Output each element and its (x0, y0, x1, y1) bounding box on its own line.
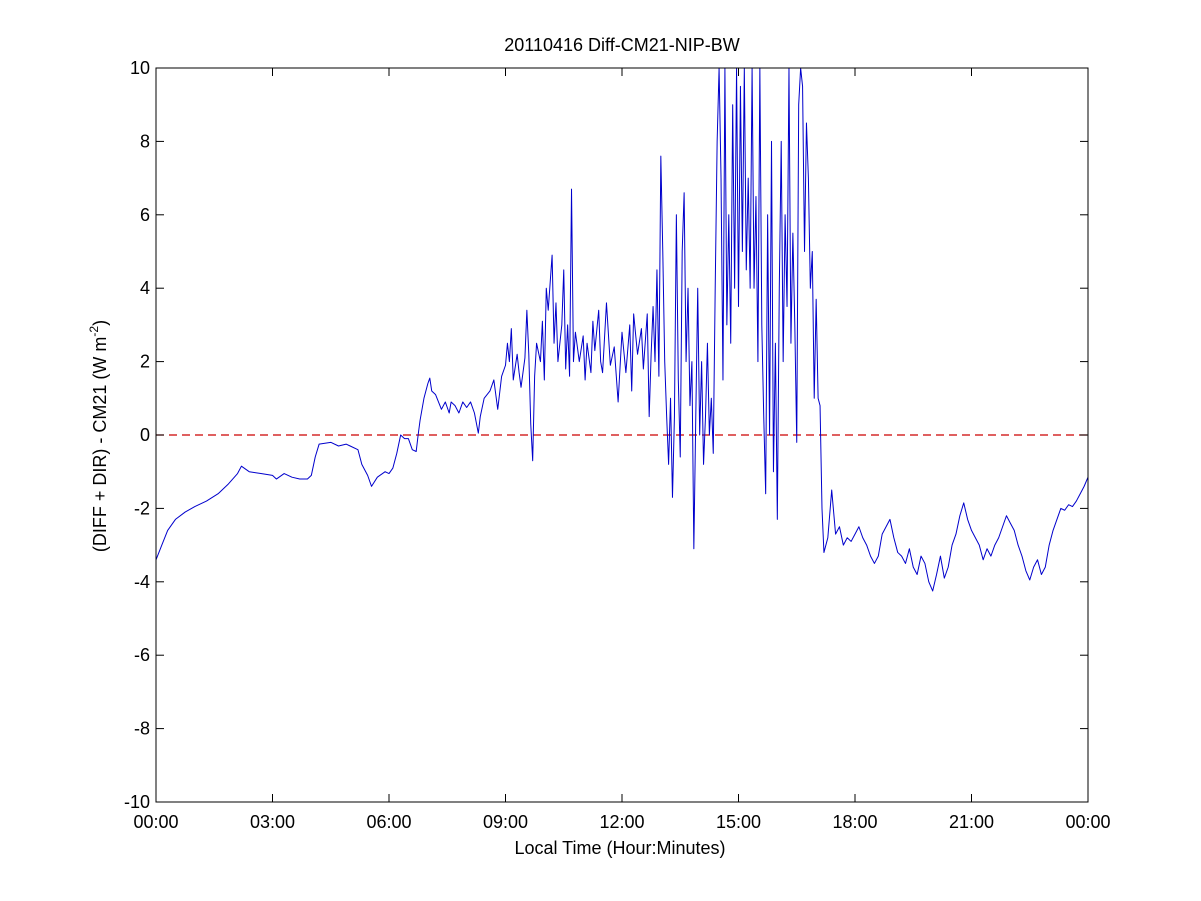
y-tick-label: -10 (124, 792, 150, 812)
x-tick-label: 03:00 (250, 812, 295, 832)
y-tick-label: 0 (140, 425, 150, 445)
chart-title: 20110416 Diff-CM21-NIP-BW (504, 35, 739, 55)
x-axis-title: Local Time (Hour:Minutes) (514, 838, 725, 858)
y-tick-label: -4 (134, 572, 150, 592)
y-tick-label: 8 (140, 131, 150, 151)
y-axis-ticks: -10 -8 -6 -4 -2 0 2 4 6 8 10 (124, 58, 1088, 812)
y-tick-label: 4 (140, 278, 150, 298)
y-axis-title-superscript: -2 (87, 326, 101, 337)
x-tick-label: 00:00 (1065, 812, 1110, 832)
y-tick-label: -8 (134, 719, 150, 739)
y-tick-label: 10 (130, 58, 150, 78)
y-tick-label: -6 (134, 645, 150, 665)
y-axis-title: (DIFF + DIR) - CM21 (W m-2) (87, 320, 110, 552)
plot-area (156, 68, 1088, 802)
x-tick-label: 06:00 (366, 812, 411, 832)
x-axis-ticks: 00:00 03:00 06:00 09:00 12:00 15:00 18:00 21:00… (133, 68, 1111, 832)
series-layer (155, 67, 1089, 592)
y-axis-title-main: (DIFF + DIR) - CM21 (W m (90, 337, 110, 552)
x-tick-label: 15:00 (716, 812, 761, 832)
y-axis-title-suffix: ) (90, 320, 110, 326)
x-tick-label: 09:00 (483, 812, 528, 832)
y-tick-label: -2 (134, 498, 150, 518)
series-line (155, 67, 1089, 592)
x-tick-label: 18:00 (832, 812, 877, 832)
x-tick-label: 21:00 (949, 812, 994, 832)
x-tick-label: 12:00 (599, 812, 644, 832)
x-tick-label: 00:00 (133, 812, 178, 832)
y-tick-label: 6 (140, 205, 150, 225)
y-tick-label: 2 (140, 352, 150, 372)
